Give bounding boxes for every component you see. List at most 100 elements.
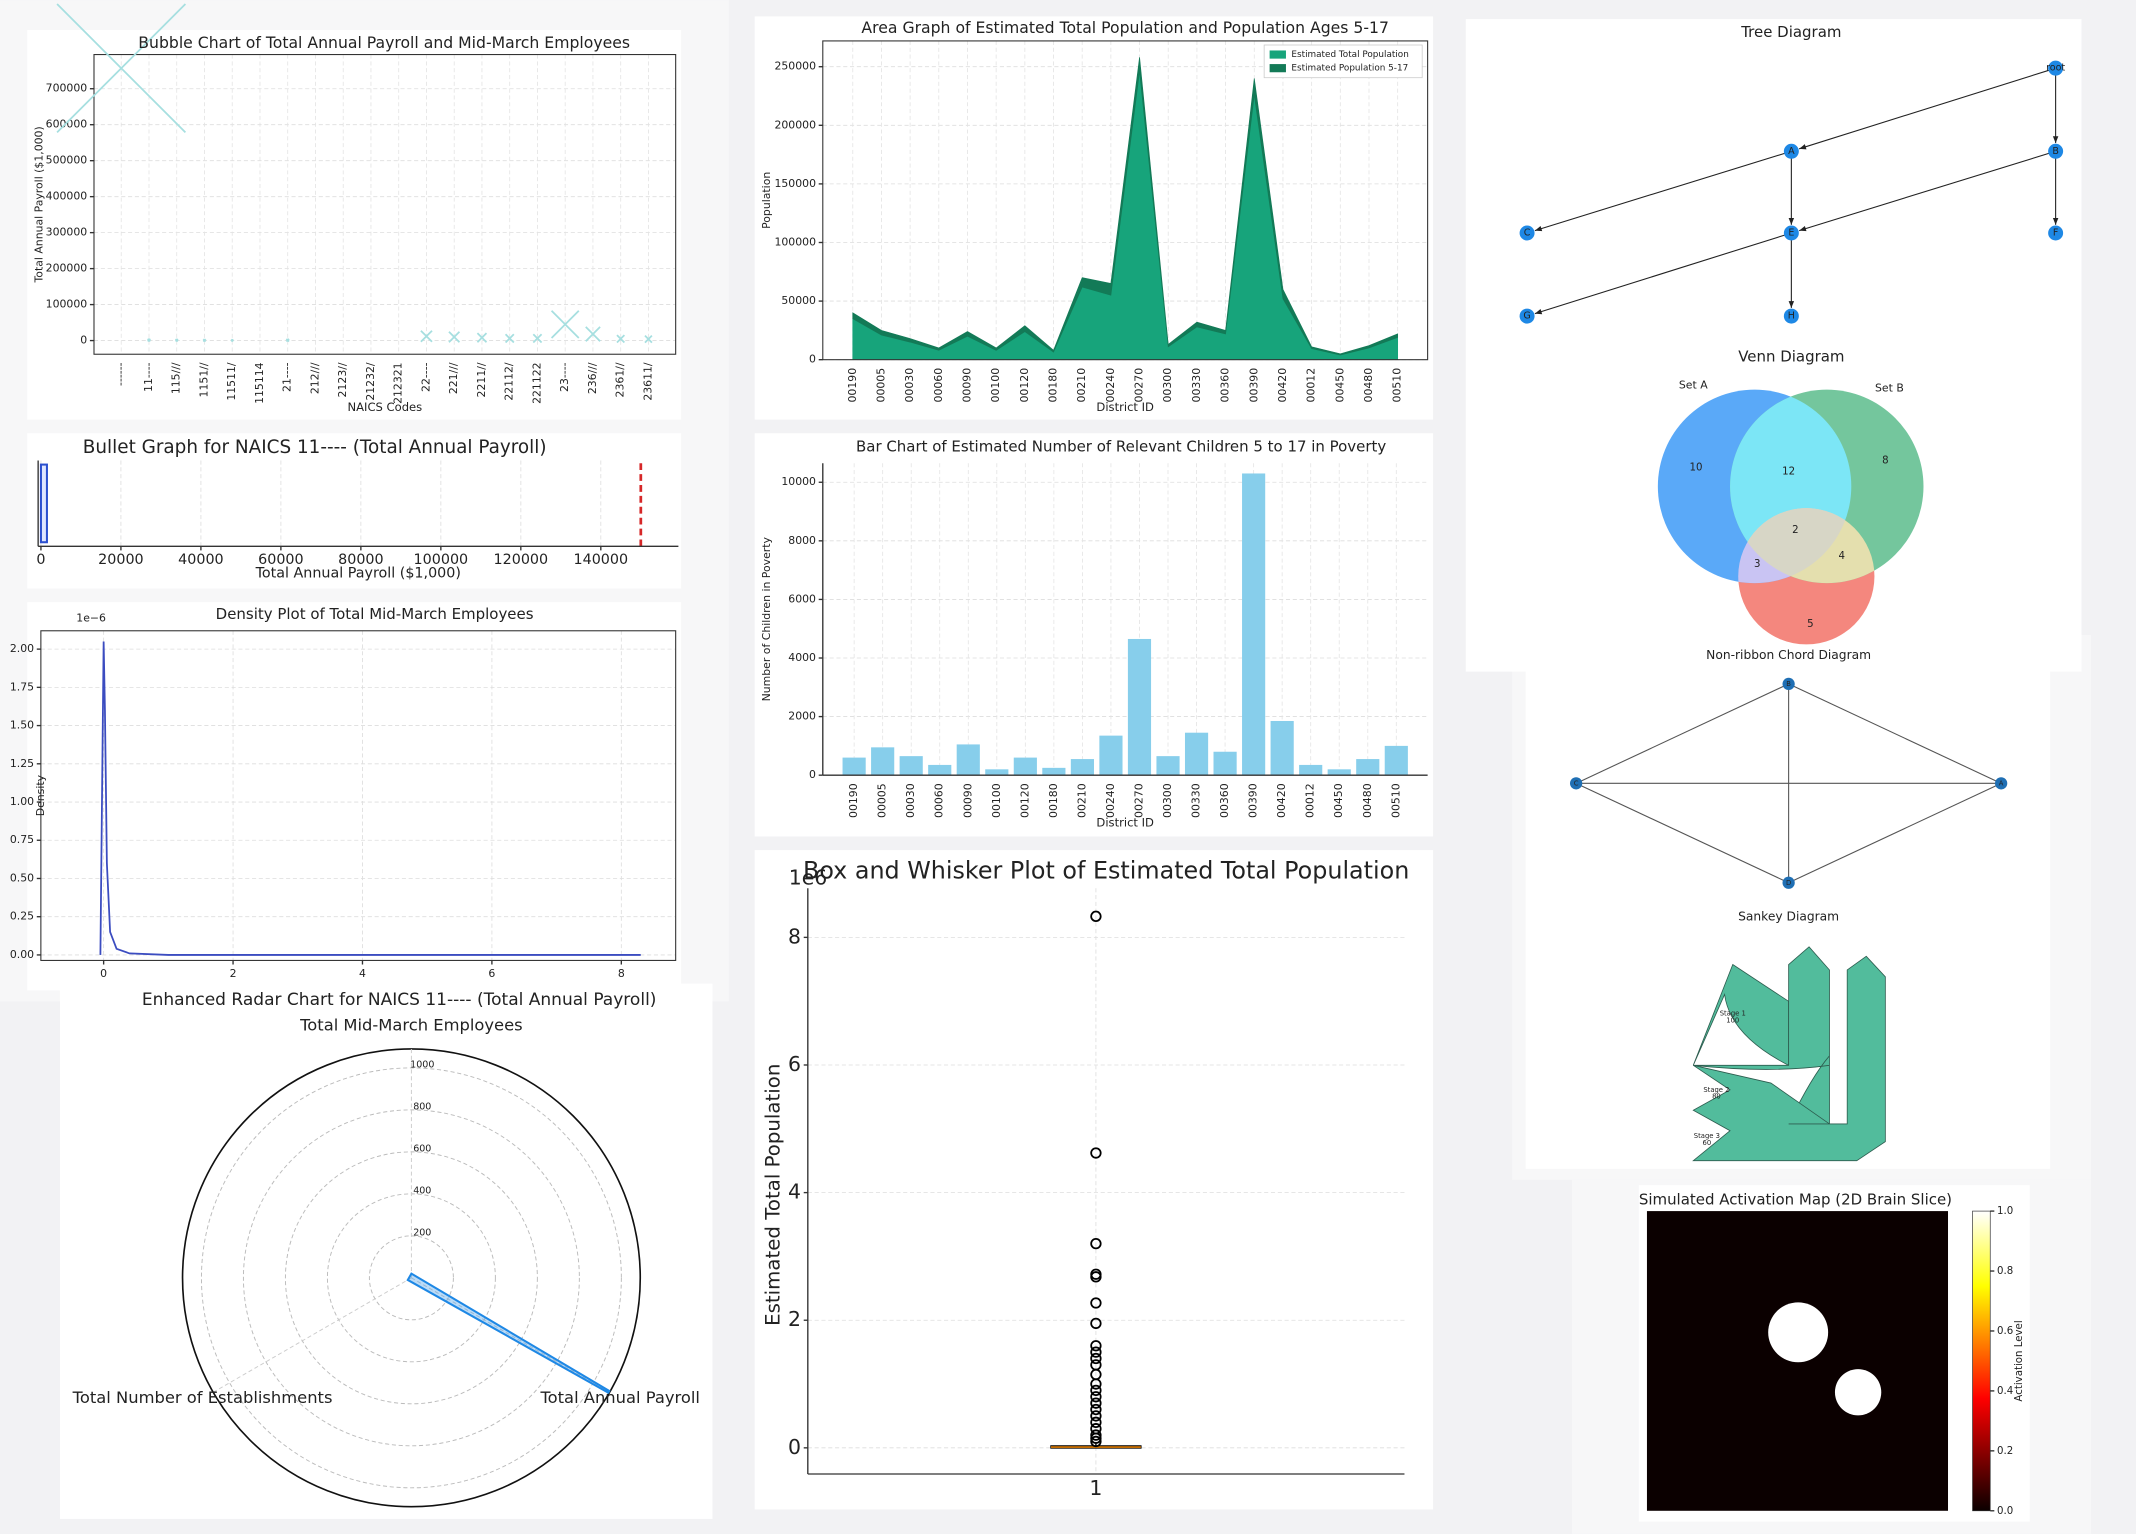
bubble (56, 3, 187, 134)
venn-region-label: 4 (1839, 551, 1845, 562)
x-tick-label: 1 (1089, 1476, 1102, 1500)
panel (27, 602, 682, 991)
sankey-label: Stage 2 (1703, 1086, 1729, 1094)
venn-region-label: 8 (1882, 455, 1889, 466)
y-tick-label: 4 (788, 1180, 801, 1204)
bar (1099, 735, 1123, 776)
y-tick-label: 0 (788, 1435, 801, 1459)
x-tick-label: 1151// (197, 362, 210, 397)
tree-node (2048, 60, 2064, 76)
y-tick-label: 200000 (46, 262, 88, 275)
bubble (504, 333, 515, 344)
bar (1299, 764, 1323, 776)
x-tick-label: 21232/ (364, 362, 377, 401)
x-tick-label: 00330 (1190, 783, 1203, 818)
bar (1070, 759, 1094, 776)
legend-swatch (1269, 50, 1286, 59)
y-tick-label: 2.00 (10, 642, 34, 655)
outlier (1090, 1378, 1102, 1390)
outlier (1090, 1340, 1102, 1352)
bubble (230, 338, 234, 342)
activation-blob (1768, 1302, 1829, 1363)
sankey-flows (1692, 946, 1886, 1162)
chord-node-label: C (1574, 779, 1579, 787)
outlier (1090, 1352, 1102, 1365)
outlier (1090, 1435, 1102, 1448)
colorbar-tick-label: 0.6 (1997, 1326, 2013, 1337)
x-tick-label: 100000 (414, 552, 469, 568)
tree-arrow (1788, 218, 1795, 225)
tree-arrow (1788, 301, 1795, 308)
bar (1042, 767, 1066, 776)
x-tick-label: 00060 (933, 783, 946, 818)
colorbar-tick-label: 0.0 (1997, 1506, 2013, 1517)
spoke (212, 1277, 412, 1393)
diagram-title: Tree Diagram (1740, 23, 1841, 41)
x-tick-label: 00360 (1219, 368, 1232, 403)
chord-node (1782, 677, 1795, 691)
x-tick-label: 0 (100, 967, 107, 980)
sankey-label: Stage 1 (1720, 1010, 1746, 1018)
bubble (174, 338, 179, 343)
bubble (285, 338, 290, 343)
x-tick-label: 00240 (1104, 368, 1117, 403)
offset-label: 1e6 (789, 866, 828, 890)
y-tick-label: 6 (788, 1052, 801, 1076)
sankey-value: 80 (1712, 1093, 1721, 1101)
x-axis-label: Total Annual Payroll ($1,000) (255, 566, 461, 582)
y-tick-label: 200000 (774, 118, 816, 131)
colorbar-tick-label: 0.8 (1997, 1266, 2013, 1277)
x-tick-label: 221/// (447, 362, 460, 394)
panel (754, 850, 1434, 1510)
bullet-bar (39, 463, 48, 544)
tree-node-label: H (1788, 311, 1795, 322)
tree-arrow (1799, 144, 1807, 150)
x-tick-label: 00100 (989, 368, 1002, 403)
x-tick-label: 2211// (475, 362, 488, 397)
y-axis-label: Number of Children in Poverty (760, 536, 773, 701)
x-tick-label: 00190 (847, 783, 860, 818)
chord-node-label: D (1786, 879, 1791, 887)
tree-edge (1534, 232, 1792, 315)
x-tick-label: 00510 (1391, 368, 1404, 403)
x-tick-label: 00030 (903, 368, 916, 403)
panel (27, 433, 682, 589)
tree-node (1783, 225, 1799, 241)
y-axis-label: Density (34, 774, 47, 816)
y-tick-label: 150000 (774, 177, 816, 190)
y-tick-label: 250000 (774, 60, 816, 73)
bubble (616, 334, 626, 344)
x-tick-label: 115/// (170, 362, 183, 394)
area (852, 57, 1399, 356)
y-tick-label: 100000 (46, 298, 88, 311)
chart-title: Bar Chart of Estimated Number of Relevan… (856, 437, 1386, 455)
x-tick-label: 00005 (874, 368, 887, 403)
y-tick-label: 500000 (46, 154, 88, 167)
bar (1327, 769, 1351, 776)
y-tick-label: 700000 (46, 82, 88, 95)
diagram-title: Sankey Diagram (1738, 909, 1839, 923)
tree-edge (1798, 150, 2056, 232)
x-tick-label: 21---- (281, 362, 294, 392)
tree-arrow (2052, 218, 2059, 225)
colorbar-tick-label: 1.0 (1997, 1206, 2013, 1217)
y-tick-label: 100000 (774, 235, 816, 248)
chart-title: Simulated Activation Map (2D Brain Slice… (1639, 1191, 1952, 1209)
y-tick-label: 300000 (46, 226, 88, 239)
x-tick-label: 00480 (1362, 368, 1375, 403)
bar (1127, 638, 1152, 776)
tree-node (2048, 225, 2064, 241)
axes-frame (93, 54, 677, 355)
legend-box (1263, 44, 1423, 79)
x-tick-label: 00420 (1276, 368, 1289, 403)
y-tick-label: 0.00 (10, 948, 34, 961)
sankey-value: 60 (1703, 1139, 1712, 1147)
x-tick-label: 00180 (1047, 783, 1060, 818)
y-tick-label: 0.25 (10, 910, 34, 923)
x-tick-label: 00005 (876, 783, 889, 818)
bar (1242, 473, 1266, 776)
x-tick-label: 00120 (1018, 368, 1031, 403)
chord-edge (1788, 782, 2002, 884)
x-tick-label: 60000 (258, 552, 303, 568)
